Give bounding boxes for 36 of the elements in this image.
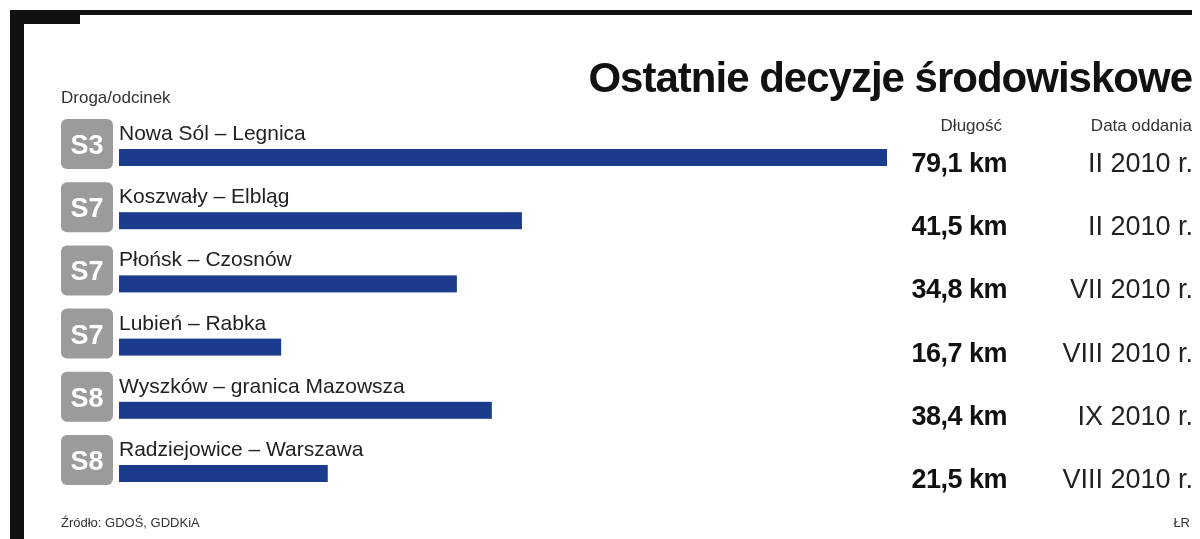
text: Długość xyxy=(940,116,1003,135)
text: ŁR xyxy=(1173,515,1190,530)
text: VII 2010 r. xyxy=(1069,274,1193,305)
bar xyxy=(119,338,282,356)
y-tick-label: Radziejowice – Warszawa xyxy=(119,437,364,460)
text: Data oddania xyxy=(1090,116,1193,135)
text: VIII 2010 r. xyxy=(1062,464,1193,494)
road-sign-icon: S8 xyxy=(61,435,113,485)
chart-title: Ostatnie decyzje środowiskowe xyxy=(588,54,1192,101)
text: IX 2010 r. xyxy=(1077,400,1193,431)
bar xyxy=(119,465,328,482)
road-sign-icon: S7 xyxy=(61,308,113,359)
road-sign-icon: S8 xyxy=(61,371,113,422)
y-tick-label: Koszwały – Elbląg xyxy=(119,184,290,208)
road-sign-icon: S7 xyxy=(61,245,113,296)
road-sign-icon: S3 xyxy=(61,119,113,169)
y-tick-label: Płońsk – Czosnów xyxy=(119,247,293,271)
annotation: Droga/odcinek xyxy=(61,88,172,107)
bar xyxy=(119,212,522,230)
text: II 2010 r. xyxy=(1087,148,1193,178)
text: VIII 2010 r. xyxy=(1062,337,1193,368)
bar xyxy=(119,275,457,293)
y-tick-label: Nowa Sól – Legnica xyxy=(119,121,307,144)
data-label: 16,7 km xyxy=(911,337,1007,368)
text: Źródło: GDOŚ, GDDKiA xyxy=(61,515,201,530)
data-label: 34,8 km xyxy=(911,274,1007,305)
data-label: 79,1 km xyxy=(911,148,1007,178)
y-tick-label: Wyszków – granica Mazowsza xyxy=(119,373,406,397)
data-label: 38,4 km xyxy=(911,400,1007,431)
data-label: 21,5 km xyxy=(911,464,1007,494)
road-sign-icon: S7 xyxy=(61,182,113,233)
y-tick-label: Lubień – Rabka xyxy=(119,310,267,334)
bar xyxy=(119,149,887,166)
text: II 2010 r. xyxy=(1087,211,1193,242)
bar xyxy=(119,401,492,419)
data-label: 41,5 km xyxy=(911,211,1007,242)
